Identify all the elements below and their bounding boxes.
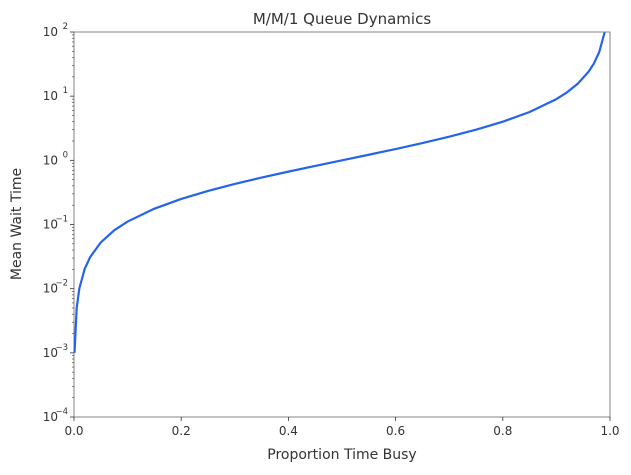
- y-tick-exponent: 0: [63, 150, 68, 160]
- y-tick-label: 10: [43, 218, 58, 232]
- y-tick-exponent: −4: [55, 407, 68, 417]
- x-axis-label: Proportion Time Busy: [267, 447, 416, 463]
- y-axis-label: Mean Wait Time: [9, 168, 25, 280]
- chart-title: M/M/1 Queue Dynamics: [253, 10, 432, 28]
- y-tick-exponent: 2: [63, 22, 68, 32]
- y-tick-exponent: −2: [55, 279, 68, 289]
- y-tick-label: 10: [43, 282, 58, 296]
- axes-frame: [73, 31, 611, 418]
- plot-area: [73, 31, 606, 353]
- y-tick-exponent: −1: [55, 215, 68, 225]
- x-tick-label: 0.6: [386, 424, 405, 438]
- y-tick-label: 10: [43, 410, 58, 424]
- x-tick-label: 0.0: [64, 424, 83, 438]
- x-tick-label: 0.4: [279, 424, 298, 438]
- y-tick-label: 10: [43, 153, 58, 167]
- y-tick-exponent: −3: [55, 343, 68, 353]
- x-tick-label: 0.8: [493, 424, 512, 438]
- y-tick-label: 10: [43, 25, 58, 39]
- x-tick-label: 0.2: [172, 424, 191, 438]
- y-tick-label: 10: [43, 89, 58, 103]
- y-tick-exponent: 1: [63, 86, 68, 96]
- series-line: [73, 31, 606, 353]
- x-tick-label: 1.0: [600, 424, 619, 438]
- y-tick-label: 10: [43, 346, 58, 360]
